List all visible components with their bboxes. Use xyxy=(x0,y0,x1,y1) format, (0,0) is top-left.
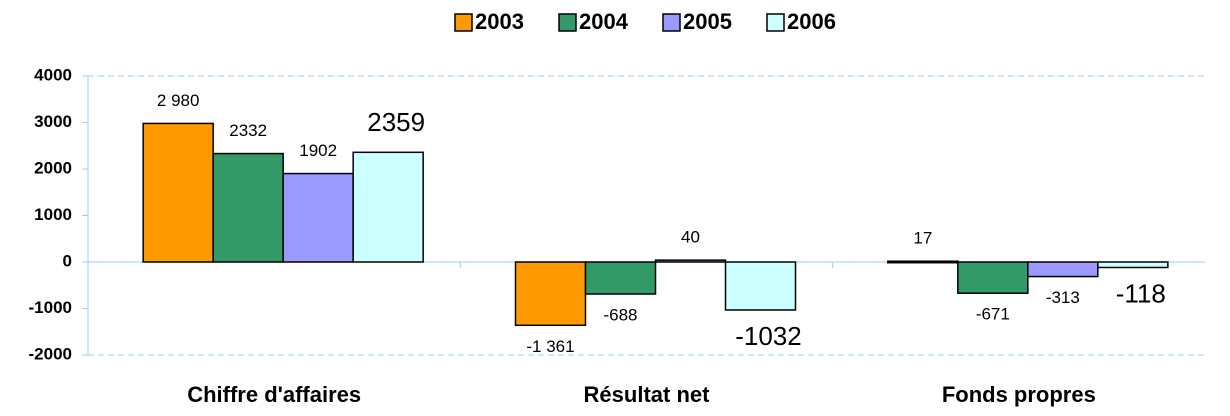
data-label: 1902 xyxy=(299,141,337,160)
x-tick-label: Résultat net xyxy=(584,382,711,407)
y-tick-label: 1000 xyxy=(34,205,72,224)
bar xyxy=(957,261,1029,294)
data-label: 40 xyxy=(681,228,700,247)
bar xyxy=(887,260,959,264)
y-tick-label: -1000 xyxy=(29,298,72,317)
data-label: -688 xyxy=(603,305,637,324)
data-label: 17 xyxy=(913,229,932,248)
legend-swatch xyxy=(558,13,577,32)
y-tick-label: 0 xyxy=(63,251,72,270)
bar xyxy=(654,259,727,263)
legend-label: 2006 xyxy=(787,9,836,34)
bar xyxy=(212,152,284,263)
legend-swatch xyxy=(662,13,681,32)
y-tick-label: 3000 xyxy=(34,112,72,131)
legend-label: 2003 xyxy=(475,9,524,34)
y-tick-label: 4000 xyxy=(34,65,72,84)
bar xyxy=(142,122,214,263)
legend-swatch xyxy=(454,13,473,32)
x-tick-label: Fonds propres xyxy=(942,382,1096,407)
bar xyxy=(352,151,424,263)
y-tick-label: 2000 xyxy=(34,158,72,177)
data-label: 2332 xyxy=(229,121,267,140)
data-label: 2359 xyxy=(367,107,425,137)
data-label: -671 xyxy=(976,305,1010,324)
bar xyxy=(282,172,354,263)
data-label: -1 361 xyxy=(526,337,574,356)
bar xyxy=(724,261,797,311)
legend-swatch xyxy=(766,13,785,32)
legend-label: 2004 xyxy=(579,9,629,34)
bar xyxy=(584,261,657,295)
bar xyxy=(514,261,587,327)
data-label: -313 xyxy=(1046,288,1080,307)
legend-label: 2005 xyxy=(683,9,732,34)
y-tick-label: -2000 xyxy=(29,344,72,363)
data-label: -118 xyxy=(1116,278,1166,308)
bar xyxy=(1097,261,1169,269)
x-tick-label: Chiffre d'affaires xyxy=(187,382,361,407)
bar xyxy=(1027,261,1099,278)
data-label: -1032 xyxy=(735,321,802,351)
data-label: 2 980 xyxy=(157,91,200,110)
